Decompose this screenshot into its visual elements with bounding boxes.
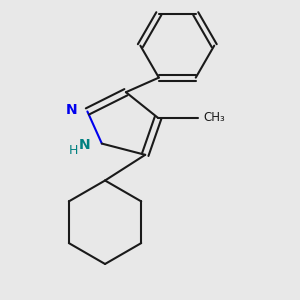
Text: N: N bbox=[78, 138, 90, 152]
Text: N: N bbox=[66, 103, 78, 117]
Text: H: H bbox=[68, 144, 78, 157]
Text: CH₃: CH₃ bbox=[203, 111, 225, 124]
